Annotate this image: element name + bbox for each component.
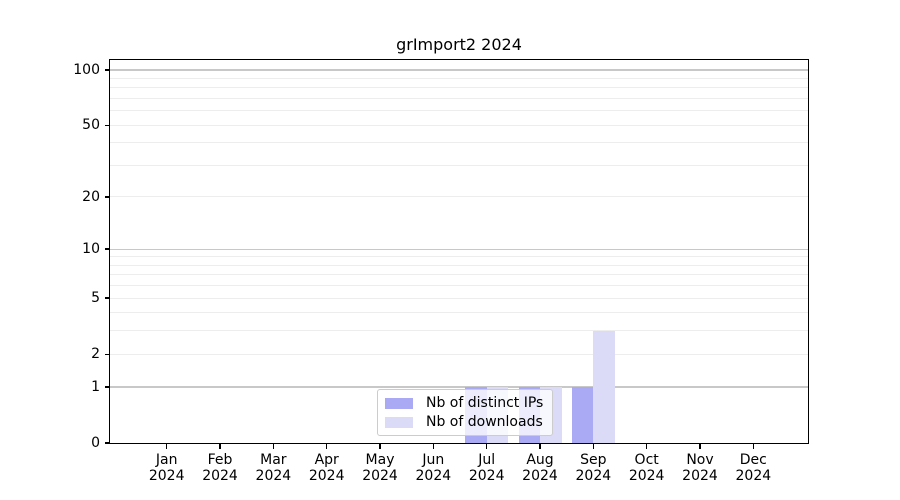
gridline-minor [110,164,808,166]
x-label-year: 2024 [202,468,238,484]
gridline-minor [110,77,808,79]
x-label-month: Apr [314,452,339,468]
gridline-minor [110,330,808,332]
x-axis-tick [539,444,541,449]
legend-swatch-distinct-ips [385,397,413,409]
x-axis-tick-label: Sep 2024 [561,452,625,484]
x-axis-tick [325,444,328,449]
y-axis-tick-label: 0 [91,435,100,451]
x-label-month: Aug [526,452,554,468]
y-axis-tick-label: 100 [73,62,100,78]
y-axis-tick [104,196,110,198]
gridline-major [110,248,808,250]
x-label-year: 2024 [522,468,558,484]
gridline-minor [110,264,808,266]
x-label-year: 2024 [362,468,398,484]
x-label-month: Jul [478,452,496,468]
x-axis-tick [699,444,701,449]
x-label-year: 2024 [682,468,718,484]
x-label-month: Feb [207,452,233,468]
x-axis-tick-label: Apr 2024 [295,452,359,484]
x-axis-tick-label: Mar 2024 [241,452,305,484]
y-axis-tick [104,353,110,355]
x-axis-tick [432,444,435,449]
x-label-year: 2024 [148,468,185,484]
x-label-year: 2024 [415,468,452,484]
y-axis-tick-label: 20 [82,188,100,205]
gridline-minor [110,312,808,314]
gridline-minor [110,353,808,355]
gridline-minor [110,274,808,276]
chart-title: grImport2 2024 [396,35,522,54]
x-axis-tick-label: Jun 2024 [401,452,465,484]
x-axis-tick-label: Dec 2024 [721,452,785,484]
legend: Nb of distinct IPs Nb of downloads [377,389,554,436]
x-axis-tick-label: Jul 2024 [455,452,519,484]
gridline-minor [110,124,808,126]
y-axis-tick [104,69,110,71]
y-axis-tick [104,124,110,126]
y-axis-tick [104,386,110,388]
x-label-year: 2024 [575,468,612,484]
x-axis-tick-label: Oct 2024 [615,452,679,484]
x-label-month: Jun [422,452,445,468]
gridline-minor [110,110,808,112]
gridline-minor [110,142,808,144]
x-axis-tick-label: May 2024 [348,452,412,484]
x-axis-tick [645,444,648,449]
x-axis-tick-label: Feb 2024 [188,452,252,484]
y-axis-tick-label: 50 [82,117,100,134]
legend-item-downloads: Nb of downloads [385,414,543,430]
bar-distinct-ips [571,386,594,443]
x-axis-tick [752,444,755,449]
y-axis-tick [104,248,110,250]
x-label-year: 2024 [628,468,665,484]
gridline-minor [110,297,808,299]
gridline-minor [110,196,808,198]
x-axis-tick-label: Jan 2024 [135,452,199,484]
x-axis-tick-label: Nov 2024 [668,452,732,484]
x-label-year: 2024 [308,468,345,484]
y-axis-tick [104,297,110,299]
x-axis-tick-label: Aug 2024 [508,452,572,484]
bar-downloads [593,330,615,443]
x-axis-tick [166,444,168,449]
x-label-year: 2024 [468,468,505,484]
plot-area: Nb of distinct IPs Nb of downloads [109,59,809,444]
gridline-minor [110,256,808,258]
x-label-month: Jan [155,452,178,468]
gridline-major [110,69,808,71]
gridline-minor [110,285,808,287]
x-axis-tick [379,444,381,449]
x-label-month: Sep [580,452,607,468]
x-label-month: Mar [260,452,287,468]
legend-label-distinct-ips: Nb of distinct IPs [426,395,544,411]
x-axis-tick [219,444,221,449]
gridline-minor [110,97,808,99]
y-axis-tick-label: 5 [91,290,100,307]
legend-item-distinct-ips: Nb of distinct IPs [385,395,543,411]
y-axis-tick-label: 10 [82,241,100,258]
x-label-month: Dec [739,452,767,468]
y-axis-tick-label: 1 [91,378,100,395]
x-label-year: 2024 [735,468,772,484]
x-label-month: Oct [634,452,659,468]
x-label-month: May [365,452,395,468]
y-axis-tick [104,442,110,444]
x-label-month: Nov [686,452,714,468]
x-label-year: 2024 [255,468,292,484]
x-axis-tick [485,444,488,449]
legend-swatch-downloads [385,416,413,428]
gridline-major [110,386,808,388]
gridline-minor [110,87,808,89]
x-axis-tick [592,444,595,449]
legend-label-downloads: Nb of downloads [426,414,543,430]
x-axis-tick [272,444,275,449]
y-axis-tick-label: 2 [91,346,100,363]
